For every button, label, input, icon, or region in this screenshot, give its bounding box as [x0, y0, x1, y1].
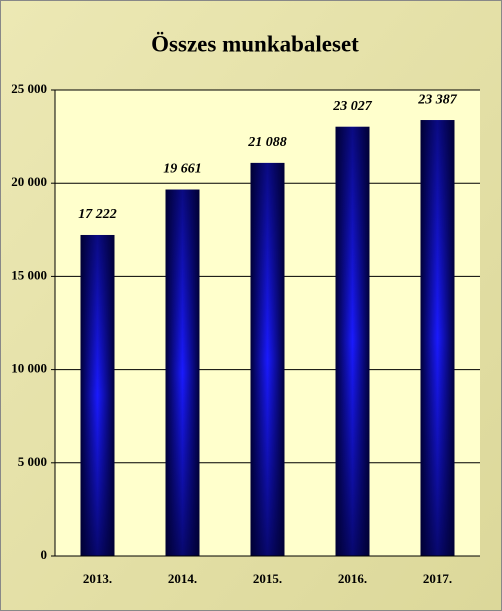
x-tick-label: 2014.: [168, 571, 197, 586]
chart-title: Összes munkabaleset: [151, 31, 359, 56]
plot: 0 5 000 10 000 15 000 20 000 25 000 2013. 17 22…: [11, 81, 480, 586]
y-tick-label: 5 000: [18, 454, 47, 469]
value-label: 21 088: [247, 135, 287, 150]
bar-shade: [250, 162, 285, 556]
y-tick-label: 20 000: [11, 174, 47, 189]
bar-shade: [80, 234, 115, 556]
x-tick-label: 2017.: [423, 571, 452, 586]
bar-shade: [335, 126, 370, 556]
value-label: 23 387: [417, 92, 458, 107]
x-tick-label: 2013.: [83, 571, 112, 586]
x-tick-label: 2015.: [253, 571, 282, 586]
x-tick-label: 2016.: [338, 571, 367, 586]
y-tick-label: 10 000: [11, 361, 47, 376]
value-label: 17 222: [78, 207, 117, 222]
y-tick-label: 15 000: [11, 267, 47, 282]
bar-shade: [165, 189, 200, 556]
y-tick-label: 0: [41, 547, 48, 562]
bar-shade: [420, 120, 455, 557]
value-label: 23 027: [332, 99, 373, 114]
y-tick-label: 25 000: [11, 81, 47, 96]
value-label: 19 661: [163, 162, 202, 177]
